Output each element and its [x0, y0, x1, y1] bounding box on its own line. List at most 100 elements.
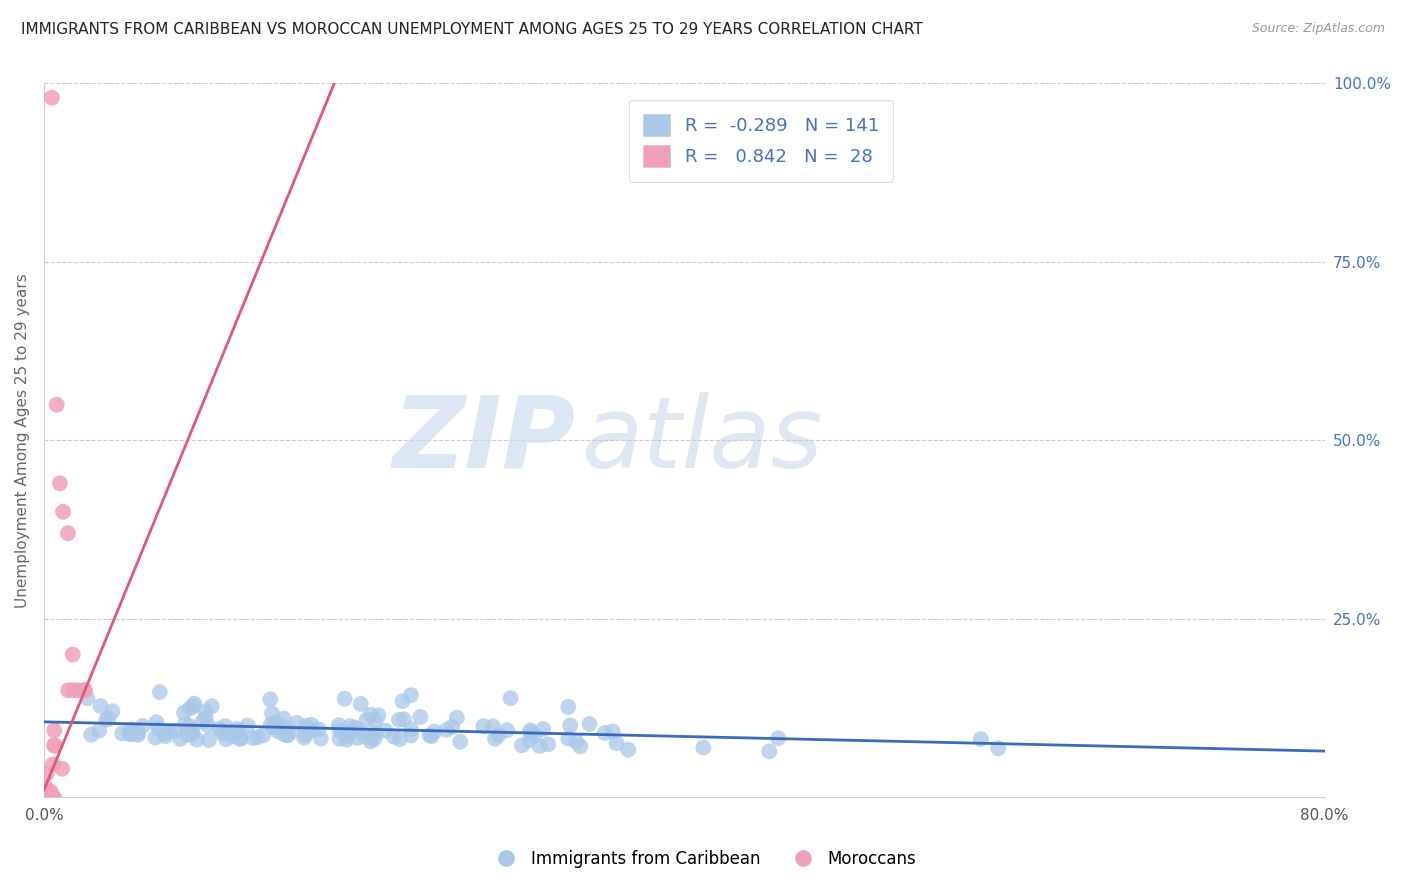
Point: [194, 705, 217, 719]
Text: IMMIGRANTS FROM CARIBBEAN VS MOROCCAN UNEMPLOYMENT AMONG AGES 25 TO 29 YEARS COR: IMMIGRANTS FROM CARIBBEAN VS MOROCCAN UN…: [21, 22, 922, 37]
Point: [157, 724, 180, 739]
Point: [343, 721, 366, 735]
Point: [259, 692, 281, 706]
Point: [264, 715, 287, 730]
Point: [89, 723, 111, 738]
Point: [420, 729, 443, 743]
Point: [41, 788, 63, 802]
Point: [155, 730, 177, 744]
Point: [75, 683, 97, 698]
Point: [692, 740, 714, 755]
Point: [208, 722, 231, 736]
Point: [496, 723, 519, 738]
Point: [569, 739, 592, 754]
Point: [183, 697, 205, 711]
Point: [39, 784, 62, 798]
Point: [197, 718, 219, 732]
Point: [214, 719, 236, 733]
Point: [186, 732, 208, 747]
Point: [183, 699, 205, 714]
Point: [449, 735, 471, 749]
Point: [131, 719, 153, 733]
Point: [292, 731, 315, 745]
Point: [148, 722, 170, 736]
Point: [557, 731, 579, 746]
Point: [181, 727, 204, 741]
Point: [179, 719, 201, 733]
Point: [578, 717, 600, 731]
Point: [222, 729, 245, 743]
Point: [191, 714, 214, 729]
Point: [374, 723, 396, 738]
Point: [399, 688, 422, 702]
Point: [228, 724, 250, 739]
Point: [364, 726, 387, 740]
Point: [267, 724, 290, 739]
Point: [499, 691, 522, 706]
Point: [97, 711, 120, 725]
Point: [260, 717, 283, 731]
Point: [388, 732, 411, 747]
Point: [121, 723, 143, 737]
Legend: R =  -0.289   N = 141, R =   0.842   N =  28: R = -0.289 N = 141, R = 0.842 N = 28: [628, 100, 893, 182]
Point: [299, 718, 322, 732]
Point: [38, 790, 60, 805]
Point: [120, 727, 142, 741]
Point: [66, 683, 89, 698]
Point: [201, 699, 224, 714]
Point: [276, 728, 298, 742]
Point: [211, 726, 233, 740]
Point: [758, 744, 780, 758]
Point: [155, 727, 177, 741]
Point: [127, 728, 149, 742]
Point: [987, 741, 1010, 756]
Point: [336, 725, 359, 739]
Point: [38, 790, 60, 805]
Point: [52, 505, 75, 519]
Point: [301, 723, 323, 738]
Point: [531, 722, 554, 736]
Point: [215, 732, 238, 747]
Point: [529, 739, 551, 753]
Point: [391, 694, 413, 708]
Point: [273, 720, 295, 734]
Point: [360, 734, 382, 748]
Point: [484, 731, 506, 746]
Point: [482, 719, 505, 733]
Point: [537, 737, 560, 751]
Point: [519, 723, 541, 738]
Point: [177, 728, 200, 742]
Point: [41, 91, 63, 105]
Point: [523, 728, 546, 742]
Point: [354, 730, 377, 744]
Point: [308, 723, 330, 737]
Point: [169, 731, 191, 746]
Point: [617, 742, 640, 756]
Point: [364, 714, 387, 728]
Point: [44, 723, 66, 738]
Point: [399, 728, 422, 742]
Point: [118, 726, 141, 740]
Point: [35, 790, 58, 805]
Point: [446, 711, 468, 725]
Point: [34, 780, 56, 794]
Point: [236, 718, 259, 732]
Point: [335, 732, 357, 747]
Point: [194, 711, 217, 725]
Point: [436, 723, 458, 737]
Point: [149, 685, 172, 699]
Point: [263, 720, 285, 734]
Point: [62, 683, 84, 698]
Point: [281, 724, 304, 739]
Point: [198, 733, 221, 747]
Point: [361, 728, 384, 742]
Text: atlas: atlas: [582, 392, 824, 489]
Point: [350, 697, 373, 711]
Point: [252, 728, 274, 742]
Point: [39, 790, 62, 805]
Point: [333, 691, 356, 706]
Point: [557, 699, 579, 714]
Point: [45, 398, 67, 412]
Point: [285, 715, 308, 730]
Point: [96, 713, 118, 727]
